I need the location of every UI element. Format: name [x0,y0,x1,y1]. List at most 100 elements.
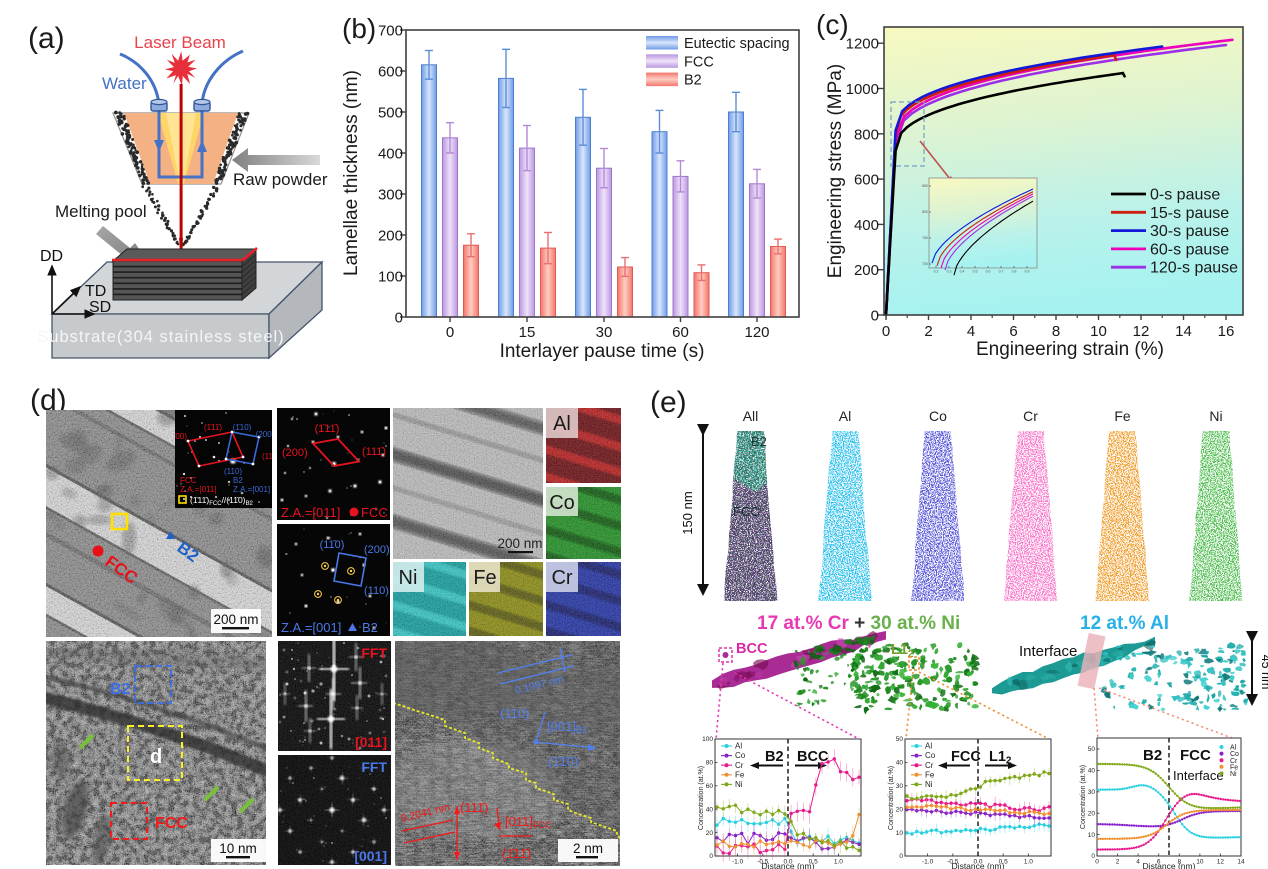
svg-text:750: 750 [922,236,928,240]
svg-text:0.5: 0.5 [809,859,818,866]
svg-text:12 at.% Al: 12 at.% Al [1080,613,1169,634]
svg-text:0: 0 [395,310,403,327]
svg-text:0: 0 [709,853,713,860]
svg-text:15-s pause: 15-s pause [1150,205,1229,222]
svg-text:0.5: 0.5 [999,859,1008,866]
svg-text:(110): (110) [224,467,242,476]
svg-text:Al: Al [735,742,742,751]
svg-text:Ni: Ni [735,780,743,789]
svg-text:Co: Co [549,492,575,514]
svg-text:600: 600 [854,172,879,189]
svg-text:(a): (a) [28,22,65,55]
svg-text:DD: DD [40,248,63,265]
svg-text:30-s pause: 30-s pause [1150,223,1229,240]
svg-text:1200: 1200 [846,36,879,53]
svg-text:10: 10 [896,830,904,837]
svg-text:60: 60 [672,324,689,341]
svg-text:(110): (110) [364,585,389,597]
svg-text:Fe: Fe [925,770,935,779]
svg-text:10: 10 [1088,832,1096,839]
svg-text:1.0: 1.0 [1024,859,1033,866]
svg-text:Co: Co [735,751,746,760]
svg-text:Lamellae thickness (nm): Lamellae thickness (nm) [341,70,362,276]
svg-text:(1̄11̄)FCC//(11̄0)B2: (1̄11̄)FCC//(11̄0)B2 [190,495,254,507]
svg-text:0.9: 0.9 [1025,270,1030,274]
svg-text:15: 15 [519,324,536,341]
svg-text:50: 50 [1088,746,1096,753]
svg-text:B2: B2 [751,434,767,449]
svg-text:TD: TD [85,283,106,300]
svg-text:30: 30 [1088,789,1096,796]
svg-text:120: 120 [744,324,769,341]
svg-text:(200): (200) [256,430,275,439]
svg-text:600: 600 [378,64,403,81]
svg-text:Al: Al [925,742,932,751]
svg-text:BCC: BCC [736,641,768,657]
svg-text:0-s pause: 0-s pause [1150,187,1220,204]
svg-text:Fe: Fe [735,770,745,779]
svg-text:20: 20 [706,830,714,837]
svg-text:0: 0 [871,308,879,325]
svg-text:4: 4 [967,323,975,340]
svg-text:(11̄0): (11̄0) [320,539,345,551]
svg-text:6: 6 [1157,859,1161,866]
svg-text:200: 200 [378,228,403,245]
svg-text:B2: B2 [1143,747,1162,764]
svg-text:0.5: 0.5 [973,270,978,274]
svg-text:700: 700 [378,23,403,40]
svg-text:1.0: 1.0 [834,859,843,866]
svg-text:12: 12 [1217,859,1225,866]
svg-text:300: 300 [378,187,403,204]
svg-text:850: 850 [922,184,928,188]
svg-text:(1̄11̄): (1̄11̄) [315,423,340,435]
svg-text:(1̄1̄0): (1̄1̄0) [548,754,578,769]
svg-text:Co: Co [1230,751,1239,758]
svg-text:Fe: Fe [1230,764,1238,771]
svg-text:14: 14 [1237,859,1245,866]
svg-text:Ni: Ni [925,780,933,789]
svg-text:10: 10 [1090,323,1107,340]
svg-text:Interface: Interface [1019,643,1077,660]
svg-text:20: 20 [896,806,904,813]
svg-text:B2: B2 [362,620,378,635]
svg-text:Melting pool: Melting pool [55,202,147,221]
svg-text:-1.0: -1.0 [922,859,934,866]
svg-text:BCC: BCC [797,749,829,765]
svg-text:0.0: 0.0 [783,859,792,866]
svg-text:1000: 1000 [846,81,879,98]
svg-text:Z.A.=[001]: Z.A.=[001] [281,620,341,635]
svg-text:Cr: Cr [925,761,934,770]
svg-text:FFT: FFT [361,645,387,661]
svg-text:120-s pause: 120-s pause [1150,260,1238,277]
svg-text:FCC: FCC [155,815,188,832]
svg-text:60-s pause: 60-s pause [1150,241,1229,258]
svg-text:Distance (nm): Distance (nm) [1143,861,1196,869]
svg-text:Z.A.=[011]: Z.A.=[011] [180,485,217,494]
svg-text:(111̄): (111̄) [262,452,280,461]
svg-text:FCC: FCC [733,504,760,519]
svg-text:700: 700 [922,262,928,266]
svg-text:Distance (nm): Distance (nm) [952,861,1005,869]
svg-text:Interlayer pause time (s): Interlayer pause time (s) [500,341,705,362]
svg-text:All: All [743,408,759,424]
svg-text:Fe: Fe [473,567,496,589]
svg-text:17 at.% Cr + 30 at.% Ni: 17 at.% Cr + 30 at.% Ni [757,613,960,634]
svg-text:B2: B2 [110,681,131,698]
svg-text:Z.A.=[011]: Z.A.=[011] [281,505,340,520]
svg-text:0: 0 [1091,853,1095,860]
svg-text:SD: SD [89,299,111,316]
svg-text:Interface: Interface [1173,768,1224,783]
svg-text:FCC: FCC [180,476,197,485]
svg-text:Cr: Cr [735,761,744,770]
svg-text:Laser Beam: Laser Beam [134,33,226,52]
svg-text:FCC: FCC [361,505,388,520]
svg-text:40: 40 [896,760,904,767]
svg-text:0: 0 [882,323,890,340]
svg-text:4: 4 [1136,859,1140,866]
svg-text:d: d [150,746,162,768]
svg-text:800: 800 [922,210,928,214]
svg-text:Distance (nm): Distance (nm) [762,861,815,869]
svg-text:0.2: 0.2 [934,270,939,274]
svg-text:(c): (c) [816,9,849,40]
svg-text:(1̄11̄): (1̄11̄) [204,423,222,432]
